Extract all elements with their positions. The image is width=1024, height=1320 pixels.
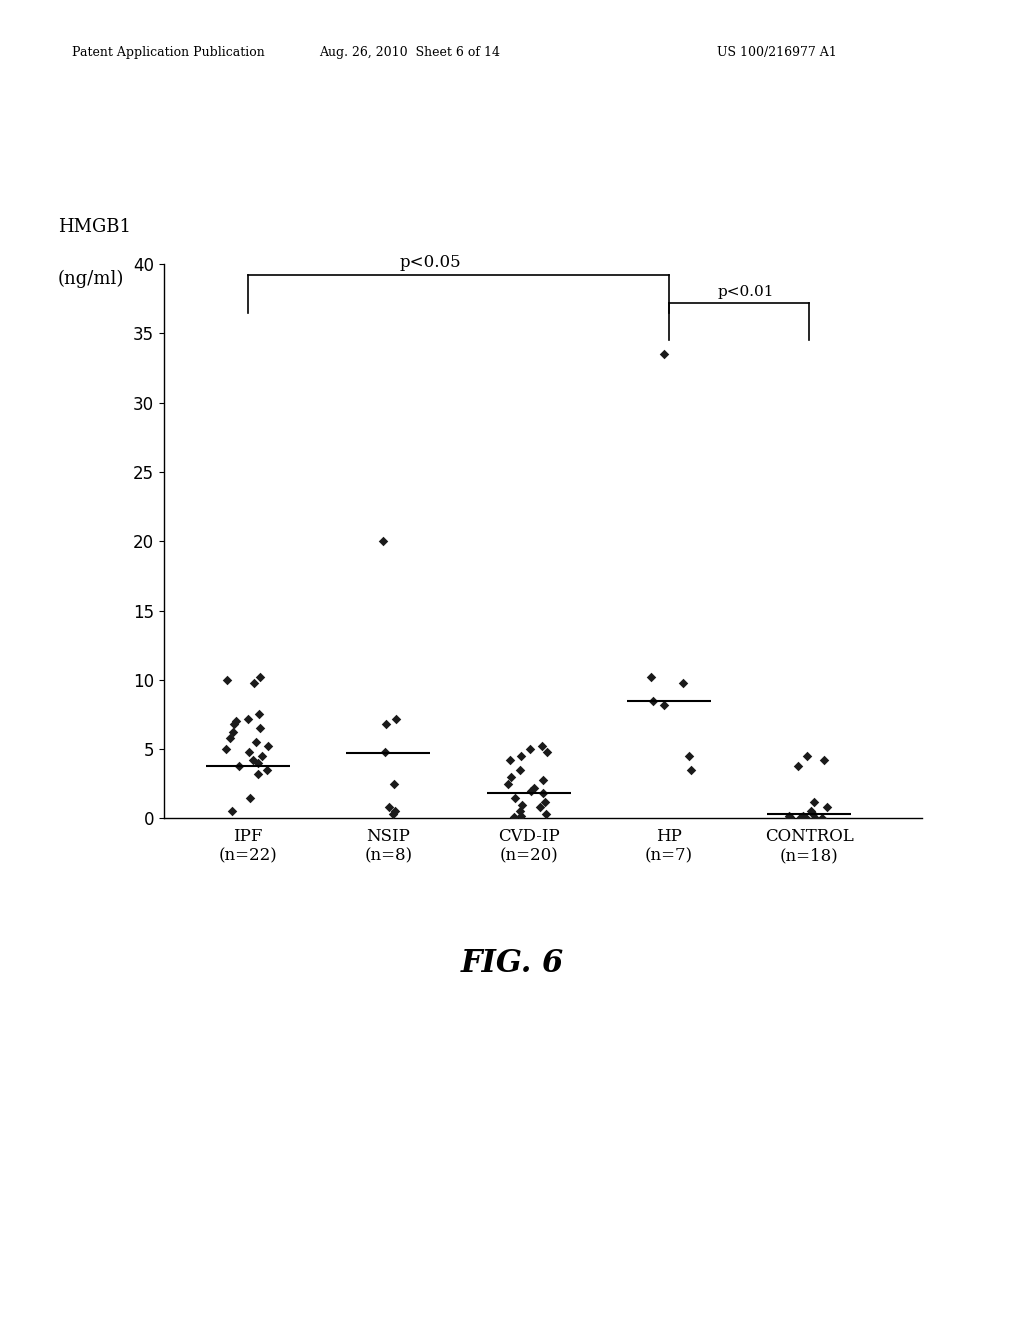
Point <box>230 755 247 776</box>
Point <box>500 774 516 795</box>
Point <box>536 770 552 791</box>
Text: p<0.05: p<0.05 <box>399 253 461 271</box>
Point <box>813 808 829 829</box>
Point <box>681 746 697 767</box>
Point <box>513 805 529 826</box>
Point <box>246 672 262 693</box>
Point <box>531 797 548 818</box>
Point <box>245 750 261 771</box>
Point <box>512 759 528 780</box>
Point <box>803 801 819 822</box>
Point <box>252 667 268 688</box>
Point <box>780 808 797 829</box>
Point <box>387 801 403 822</box>
Point <box>260 735 276 756</box>
Point <box>240 708 256 729</box>
Text: FIG. 6: FIG. 6 <box>461 948 563 979</box>
Point <box>251 704 267 725</box>
Point <box>377 742 393 763</box>
Point <box>250 752 266 774</box>
Point <box>645 690 662 711</box>
Point <box>507 787 523 808</box>
Point <box>259 759 275 780</box>
Point <box>385 804 401 825</box>
Text: Aug. 26, 2010  Sheet 6 of 14: Aug. 26, 2010 Sheet 6 of 14 <box>319 46 500 59</box>
Point <box>780 805 797 826</box>
Point <box>798 808 814 829</box>
Point <box>539 742 555 763</box>
Point <box>512 746 528 767</box>
Point <box>252 718 268 739</box>
Point <box>226 714 243 735</box>
Point <box>683 759 699 780</box>
Point <box>221 727 238 748</box>
Point <box>790 755 806 776</box>
Point <box>793 807 809 828</box>
Point <box>795 805 811 826</box>
Text: p<0.01: p<0.01 <box>718 285 774 298</box>
Point <box>656 343 673 364</box>
Point <box>217 739 233 760</box>
Point <box>799 746 815 767</box>
Point <box>816 750 833 771</box>
Point <box>502 750 518 771</box>
Point <box>503 766 519 787</box>
Point <box>242 787 258 808</box>
Text: Patent Application Publication: Patent Application Publication <box>72 46 264 59</box>
Point <box>248 731 264 752</box>
Point <box>535 783 551 804</box>
Point <box>511 801 527 822</box>
Point <box>250 763 266 784</box>
Point <box>254 746 270 767</box>
Point <box>514 793 530 814</box>
Point <box>227 710 244 731</box>
Point <box>794 807 810 828</box>
Point <box>806 791 822 812</box>
Point <box>655 694 672 715</box>
Point <box>805 804 821 825</box>
Point <box>807 808 823 829</box>
Point <box>375 531 391 552</box>
Point <box>522 780 539 801</box>
Point <box>388 708 404 729</box>
Point <box>819 797 836 818</box>
Point <box>218 669 234 690</box>
Point <box>526 777 543 799</box>
Point <box>381 797 397 818</box>
Point <box>643 667 659 688</box>
Text: HMGB1: HMGB1 <box>57 218 131 236</box>
Point <box>224 801 241 822</box>
Point <box>538 804 554 825</box>
Point <box>537 791 553 812</box>
Point <box>241 742 257 763</box>
Point <box>225 722 242 743</box>
Point <box>506 807 522 828</box>
Point <box>385 774 401 795</box>
Point <box>793 808 809 829</box>
Text: US 100/216977 A1: US 100/216977 A1 <box>717 46 837 59</box>
Point <box>795 808 811 829</box>
Point <box>782 807 799 828</box>
Text: (ng/ml): (ng/ml) <box>57 269 124 288</box>
Point <box>535 735 551 756</box>
Point <box>378 714 394 735</box>
Point <box>675 672 691 693</box>
Point <box>521 739 538 760</box>
